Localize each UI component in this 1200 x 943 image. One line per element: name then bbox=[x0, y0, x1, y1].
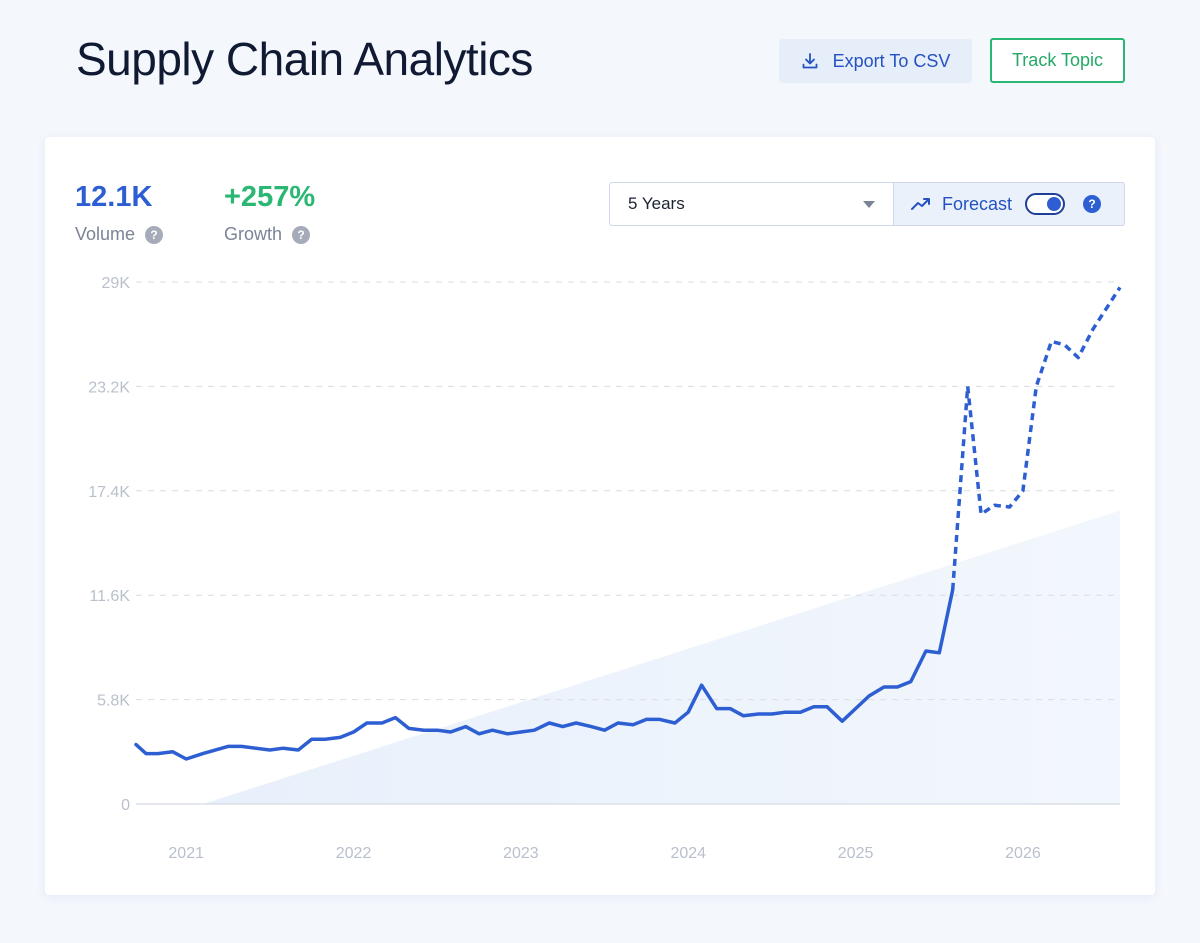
x-tick-label: 2022 bbox=[336, 845, 372, 862]
page-title: Supply Chain Analytics bbox=[76, 33, 533, 85]
volume-help-icon[interactable]: ? bbox=[145, 225, 164, 244]
growth-label: Growth bbox=[224, 224, 283, 244]
forecast-control: Forecast ? bbox=[893, 182, 1125, 226]
download-icon bbox=[802, 53, 818, 69]
trend-chart: 0 5.8K 11.6K 17.4K 23.2K 29K 2021 2022 2023 2024 2… bbox=[88, 275, 1122, 862]
time-range-select[interactable]: 5 Years bbox=[609, 182, 893, 226]
y-tick-label: 23.2K bbox=[88, 379, 130, 396]
caret-down-icon bbox=[863, 200, 875, 208]
y-tick-label: 29K bbox=[102, 275, 131, 292]
trend-up-icon bbox=[911, 198, 930, 210]
growth-help-icon[interactable]: ? bbox=[292, 225, 311, 244]
volume-value: 12.1K bbox=[75, 181, 153, 213]
y-tick-label: 11.6K bbox=[89, 588, 130, 605]
x-tick-label: 2024 bbox=[670, 845, 706, 862]
growth-value: +257% bbox=[224, 181, 316, 213]
forecast-series-line bbox=[950, 286, 1122, 590]
volume-metric: 12.1K Volume ? bbox=[75, 181, 164, 245]
x-tick-label: 2021 bbox=[168, 845, 204, 862]
y-tick-label: 0 bbox=[121, 797, 130, 814]
volume-series-line bbox=[134, 588, 955, 761]
x-tick-label: 2023 bbox=[503, 845, 539, 862]
toggle-knob bbox=[1047, 197, 1062, 211]
forecast-toggle[interactable] bbox=[1025, 193, 1066, 215]
growth-metric: +257% Growth ? bbox=[224, 183, 315, 245]
export-csv-button[interactable]: Export To CSV bbox=[779, 39, 972, 83]
export-csv-label: Export To CSV bbox=[832, 50, 951, 71]
x-tick-label: 2025 bbox=[838, 845, 874, 862]
forecast-help-icon[interactable]: ? bbox=[1083, 195, 1102, 213]
time-range-value: 5 Years bbox=[628, 194, 685, 213]
track-topic-button[interactable]: Track Topic bbox=[990, 38, 1125, 83]
analytics-card: 12.1K Volume ? +257% Growth ? 5 Years Fo… bbox=[45, 137, 1155, 895]
y-tick-label: 17.4K bbox=[88, 484, 130, 501]
forecast-label: Forecast bbox=[942, 193, 1013, 214]
volume-label: Volume bbox=[75, 224, 136, 244]
x-tick-label: 2026 bbox=[1005, 845, 1041, 862]
trend-area bbox=[202, 510, 1120, 804]
y-tick-label: 5.8K bbox=[97, 693, 130, 710]
